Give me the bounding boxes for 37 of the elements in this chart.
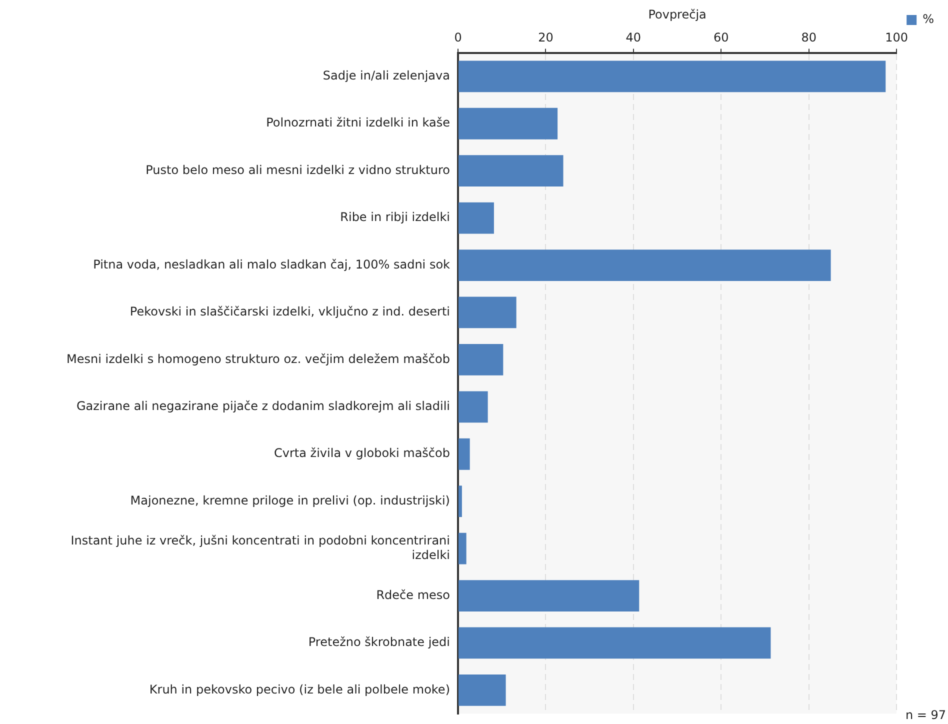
x-tick-label: 20 bbox=[538, 30, 554, 45]
bar bbox=[458, 627, 771, 659]
x-axis-title: Povprečja bbox=[648, 7, 706, 22]
y-tick-label: Pekovski in slaščičarski izdelki, vključno z ind. deserti bbox=[130, 304, 450, 319]
y-tick-label: Rdeče meso bbox=[376, 588, 450, 602]
x-tick-label: 80 bbox=[801, 30, 817, 45]
bar bbox=[458, 155, 564, 187]
bar bbox=[458, 532, 466, 564]
bar bbox=[458, 674, 506, 706]
y-tick-label: Ribe in ribji izdelki bbox=[340, 210, 450, 224]
legend-label: % bbox=[922, 12, 934, 26]
x-tick-label: 60 bbox=[714, 30, 729, 45]
y-tick-label: Pretežno škrobnate jedi bbox=[308, 635, 450, 650]
y-tick-label: Kruh in pekovsko pecivo (iz bele ali polbele moke) bbox=[149, 682, 450, 696]
y-tick-label: Instant juhe iz vrečk, jušni koncentrati in podobni koncentrirani izdelki bbox=[70, 533, 450, 562]
bar bbox=[458, 438, 470, 470]
bar bbox=[458, 202, 494, 234]
y-tick-label: Cvrta živila v globoki maščob bbox=[274, 446, 450, 460]
x-tick-label: 0 bbox=[454, 30, 462, 45]
y-tick-label: Pusto belo meso ali mesni izdelki z vidno strukturo bbox=[146, 162, 450, 177]
bar bbox=[458, 580, 640, 612]
bar bbox=[458, 391, 488, 423]
y-tick-label: Mesni izdelki s homogeno strukturo oz. večjim deležem maščob bbox=[66, 352, 450, 366]
bar bbox=[458, 60, 886, 92]
y-tick-label: Majonezne, kremne priloge in prelivi (op. industrijski) bbox=[130, 493, 450, 508]
y-tick-label: Polnozrnati žitni izdelki in kaše bbox=[266, 116, 450, 130]
x-tick-label: 40 bbox=[626, 30, 642, 45]
y-tick-label: Sadje in/ali zelenjava bbox=[322, 68, 450, 83]
y-tick-label: Gazirane ali negazirane pijače z dodanim sladkorejm ali sladili bbox=[76, 399, 450, 414]
bar bbox=[458, 296, 516, 328]
bar bbox=[458, 344, 504, 376]
bar bbox=[458, 250, 831, 281]
text: n = 97 bbox=[905, 708, 946, 722]
bar bbox=[458, 108, 558, 140]
x-tick-label: 100 bbox=[885, 30, 908, 45]
y-tick-label: Pitna voda, nesladkan ali malo sladkan čaj, 100% sadni sok bbox=[93, 257, 450, 272]
bar bbox=[458, 486, 462, 518]
